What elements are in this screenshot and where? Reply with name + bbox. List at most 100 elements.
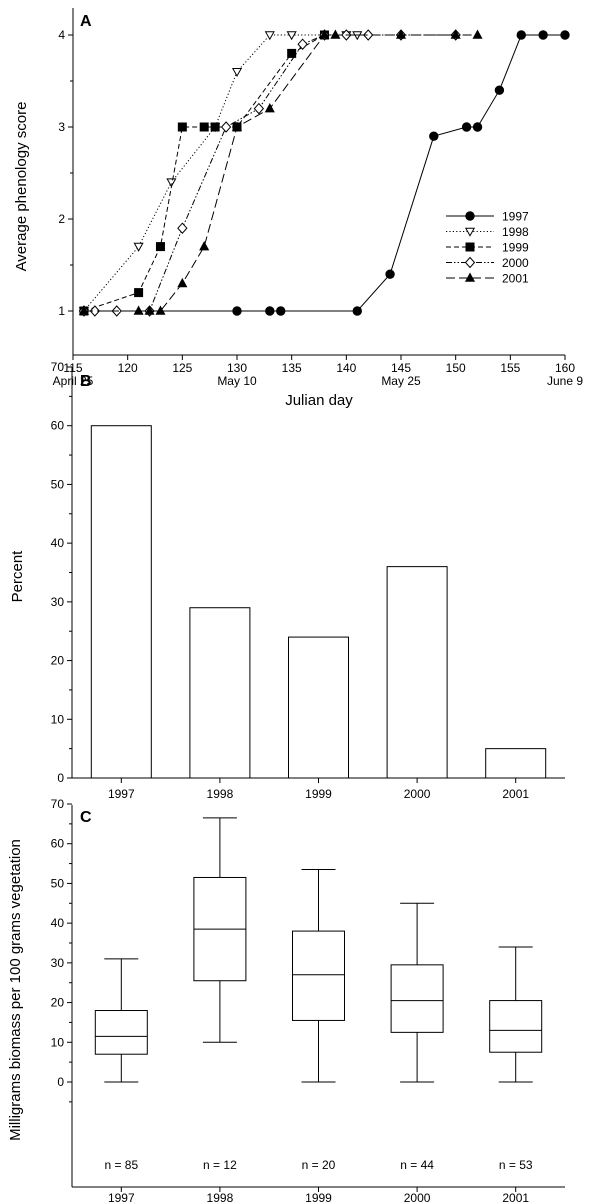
n-label: n = 44 <box>400 1158 434 1172</box>
y-tick-label: 30 <box>51 595 65 609</box>
n-label: n = 53 <box>499 1158 533 1172</box>
date-label: June 9 <box>547 374 583 388</box>
data-point <box>538 30 548 40</box>
y-tick-label: 40 <box>51 536 65 550</box>
legend-marker <box>465 211 475 221</box>
y-tick-label: 60 <box>51 837 65 851</box>
data-point <box>199 122 209 132</box>
y-tick-label: 50 <box>51 876 65 890</box>
box-iqr <box>390 964 444 1033</box>
date-label: May 10 <box>217 374 257 388</box>
x-tick-label: 1998 <box>207 787 234 801</box>
x-tick-label: 1997 <box>108 787 135 801</box>
panel-a: 1 2 3 4 115 120 125 130 135 140 145 150 155 160 April … <box>13 8 583 409</box>
y-tick-label: 20 <box>51 654 65 668</box>
data-point <box>472 29 483 39</box>
series-1998 <box>78 31 363 317</box>
x-tick-label: 120 <box>118 361 138 375</box>
y-tick-label: 10 <box>51 1035 65 1049</box>
data-point <box>560 30 570 40</box>
panel-c: 0 10 20 30 40 50 60 70 1997 n = 85 1998 n = 12 1999 n… <box>7 797 565 1202</box>
x-tick-label: 130 <box>227 361 247 375</box>
legend-label: 2001 <box>502 272 529 286</box>
bar <box>90 425 152 779</box>
x-tick-label: 155 <box>500 361 520 375</box>
y-tick-label: 60 <box>51 419 65 433</box>
data-point <box>494 85 505 95</box>
legend-marker <box>465 242 475 252</box>
y-tick-label: 40 <box>51 916 65 930</box>
legend-label: 1999 <box>502 241 529 255</box>
x-tick-label: 1998 <box>207 1191 234 1202</box>
box-2001 <box>489 946 543 1083</box>
y-tick-label: 2 <box>58 212 65 226</box>
bar <box>189 607 251 779</box>
x-tick-label: 2000 <box>404 1191 431 1202</box>
legend-marker <box>464 256 476 269</box>
data-point <box>516 30 526 40</box>
data-point <box>330 29 341 39</box>
x-tick-label: 1997 <box>108 1191 135 1202</box>
box-2000 <box>390 902 444 1083</box>
data-point <box>89 305 101 317</box>
panel-b: 0 10 20 30 40 50 60 70 1997 1998 1999 2000 2001 Perce… <box>9 360 565 801</box>
data-point <box>133 242 144 252</box>
data-point <box>352 306 362 316</box>
data-point <box>166 178 177 188</box>
data-point <box>287 48 297 58</box>
x-tick-label: 1999 <box>305 1191 332 1202</box>
data-point <box>395 29 407 39</box>
box-iqr <box>489 1000 543 1053</box>
data-point <box>429 131 439 141</box>
data-point <box>286 31 297 41</box>
data-point <box>134 288 144 298</box>
x-tick-label: 135 <box>282 361 302 375</box>
bar <box>386 566 448 779</box>
data-point <box>144 305 155 315</box>
legend-marker <box>464 272 476 282</box>
data-point <box>177 277 188 288</box>
y-axis-title: Milligrams biomass per 100 grams vegetat… <box>7 839 24 1141</box>
x-tick-label: 140 <box>336 361 356 375</box>
y-tick-label: 3 <box>58 120 65 134</box>
series-line <box>83 34 565 312</box>
n-label: n = 85 <box>104 1158 138 1172</box>
data-point <box>220 121 232 133</box>
data-point <box>264 31 275 41</box>
data-point <box>231 121 243 131</box>
y-tick-label: 0 <box>57 1075 64 1089</box>
data-point <box>385 269 395 279</box>
date-label: April 25 <box>53 374 94 388</box>
panel-label: A <box>80 13 92 30</box>
y-axis-title: Average phenology score <box>13 102 30 272</box>
bar <box>288 636 349 779</box>
series-line <box>83 34 478 312</box>
data-point <box>133 305 144 315</box>
y-tick-label: 4 <box>58 28 65 42</box>
data-point <box>297 38 308 50</box>
box-1999 <box>292 869 345 1083</box>
series-1997 <box>79 30 570 316</box>
series-line <box>83 34 358 312</box>
y-tick-label: 20 <box>51 996 65 1010</box>
data-point <box>232 306 242 316</box>
y-tick-label: 0 <box>57 771 64 785</box>
y-tick-label: 30 <box>51 956 65 970</box>
data-point <box>253 102 265 115</box>
data-point <box>78 305 89 315</box>
box-iqr <box>292 930 345 1021</box>
panel-label: C <box>80 809 92 826</box>
series-2000 <box>78 29 461 317</box>
x-axis-title: Julian day <box>285 392 353 409</box>
legend-marker <box>464 227 476 237</box>
box-iqr <box>94 1010 148 1055</box>
x-tick-label: 115 <box>63 361 82 375</box>
box-1997 <box>94 958 148 1083</box>
y-tick-label: 1 <box>58 304 65 318</box>
data-point <box>319 29 330 39</box>
data-point <box>210 122 220 132</box>
data-point <box>264 103 275 113</box>
data-point <box>155 305 166 315</box>
